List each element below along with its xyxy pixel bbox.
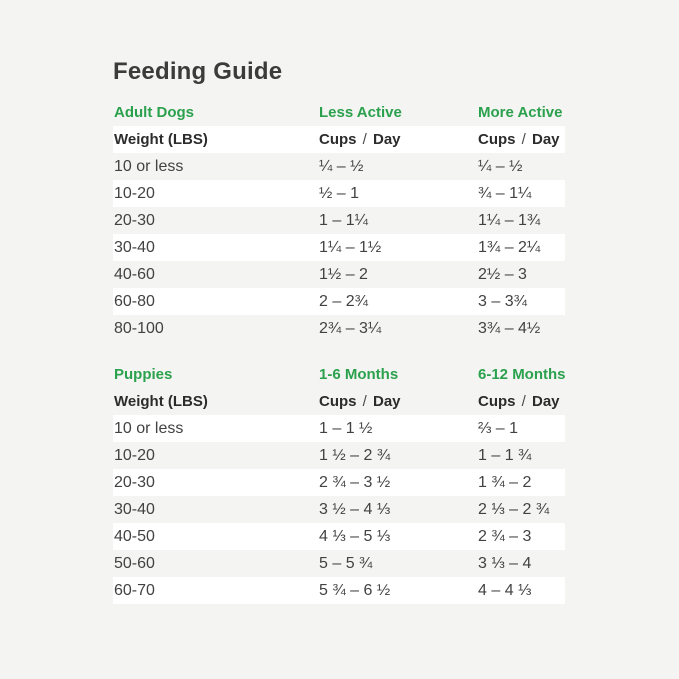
cups-per-day-cell: 1 ½ – 2 ¾	[319, 446, 391, 464]
header-cell: Weight (LBS)	[114, 393, 208, 410]
header-cell: Weight (LBS)	[114, 131, 208, 148]
weight-cell: 10 or less	[114, 419, 184, 437]
cups-per-day-cell: 1 – 1¼	[319, 211, 368, 229]
cups-per-day-cell: 2½ – 3	[478, 265, 527, 283]
section-header-row: Adult Dogs Less Active More Active	[113, 103, 565, 126]
cups-per-day-cell: 1 – 1 ½	[319, 419, 373, 437]
cups-per-day-cell: 3 ½ – 4 ⅓	[319, 500, 391, 518]
column-header-3: 6-12 Months	[478, 366, 566, 383]
weight-cell: 30-40	[114, 238, 155, 256]
cups-per-day-cell: ¾ – 1¼	[478, 184, 532, 202]
cups-per-day-cell: ½ – 1	[319, 184, 360, 202]
header-cell: Cups / Day	[478, 393, 560, 410]
weight-cell: 10-20	[114, 184, 155, 202]
weight-cell: 30-40	[114, 500, 155, 518]
weight-cell: 20-30	[114, 473, 155, 491]
cups-per-day-cell: 2 – 2¾	[319, 292, 368, 310]
header-cell: Cups / Day	[319, 131, 401, 148]
cups-per-day-cell: 4 ⅓ – 5 ⅓	[319, 527, 391, 545]
slash-separator: /	[362, 393, 367, 410]
cups-per-day-cell: ⅔ – 1	[478, 419, 519, 437]
table-header-row: Weight (LBS) Cups / Day Cups / Day	[113, 126, 565, 153]
weight-cell: 50-60	[114, 554, 155, 572]
weight-cell: 40-50	[114, 527, 155, 545]
header-cell: Cups / Day	[478, 131, 560, 148]
cups-per-day-cell: ¼ – ½	[319, 157, 364, 175]
cups-per-day-cell: 2 ¾ – 3	[478, 527, 532, 545]
slash-separator: /	[521, 131, 526, 148]
section-label: Adult Dogs	[114, 104, 194, 121]
cups-per-day-cell: 1 – 1 ¾	[478, 446, 532, 464]
table-row: 30-40 1¼ – 1½ 1¾ – 2¼	[113, 234, 565, 261]
slash-separator: /	[362, 131, 367, 148]
cups-per-day-cell: 1½ – 2	[319, 265, 368, 283]
weight-cell: 20-30	[114, 211, 155, 229]
weight-cell: 10-20	[114, 446, 155, 464]
header-cell: Cups / Day	[319, 393, 401, 410]
table-row: 20-30 2 ¾ – 3 ½ 1 ¾ – 2	[113, 469, 565, 496]
cups-per-day-cell: 1¾ – 2¼	[478, 238, 541, 256]
cups-per-day-cell: 2¾ – 3¼	[319, 319, 382, 337]
cups-per-day-cell: 4 – 4 ⅓	[478, 581, 532, 599]
weight-cell: 60-70	[114, 581, 155, 599]
weight-cell: 80-100	[114, 319, 164, 337]
table-row: 10-20 ½ – 1 ¾ – 1¼	[113, 180, 565, 207]
cups-per-day-cell: 1¼ – 1½	[319, 238, 382, 256]
cups-per-day-cell: 2 ¾ – 3 ½	[319, 473, 391, 491]
weight-cell: 40-60	[114, 265, 155, 283]
table-row: 60-80 2 – 2¾ 3 – 3¾	[113, 288, 565, 315]
column-header-2: 1-6 Months	[319, 366, 399, 383]
cups-per-day-cell: 2 ⅓ – 2 ¾	[478, 500, 550, 518]
cups-per-day-cell: 3 ⅓ – 4	[478, 554, 532, 572]
cups-per-day-cell: 1¼ – 1¾	[478, 211, 541, 229]
table-header-row: Weight (LBS) Cups / Day Cups / Day	[113, 388, 565, 415]
column-header-3: More Active	[478, 104, 563, 121]
table-row: 60-70 5 ¾ – 6 ½ 4 – 4 ⅓	[113, 577, 565, 604]
table-row: 20-30 1 – 1¼ 1¼ – 1¾	[113, 207, 565, 234]
column-header-2: Less Active	[319, 104, 402, 121]
table-row: 40-50 4 ⅓ – 5 ⅓ 2 ¾ – 3	[113, 523, 565, 550]
page-title: Feeding Guide	[113, 58, 283, 85]
table-row: 10 or less 1 – 1 ½ ⅔ – 1	[113, 415, 565, 442]
weight-cell: 60-80	[114, 292, 155, 310]
feeding-table: Adult Dogs Less Active More Active Weigh…	[113, 103, 565, 342]
cups-per-day-cell: ¼ – ½	[478, 157, 523, 175]
table-row: 40-60 1½ – 2 2½ – 3	[113, 261, 565, 288]
cups-per-day-cell: 5 – 5 ¾	[319, 554, 373, 572]
weight-cell: 10 or less	[114, 157, 184, 175]
table-row: 10 or less ¼ – ½ ¼ – ½	[113, 153, 565, 180]
table-row: 10-20 1 ½ – 2 ¾ 1 – 1 ¾	[113, 442, 565, 469]
cups-per-day-cell: 5 ¾ – 6 ½	[319, 581, 391, 599]
table-row: 80-100 2¾ – 3¼ 3¾ – 4½	[113, 315, 565, 342]
cups-per-day-cell: 1 ¾ – 2	[478, 473, 532, 491]
table-row: 50-60 5 – 5 ¾ 3 ⅓ – 4	[113, 550, 565, 577]
table-row: 30-40 3 ½ – 4 ⅓ 2 ⅓ – 2 ¾	[113, 496, 565, 523]
section-label: Puppies	[114, 366, 173, 383]
cups-per-day-cell: 3 – 3¾	[478, 292, 527, 310]
section-header-row: Puppies 1-6 Months 6-12 Months	[113, 365, 566, 388]
cups-per-day-cell: 3¾ – 4½	[478, 319, 541, 337]
slash-separator: /	[521, 393, 526, 410]
feeding-table: Puppies 1-6 Months 6-12 Months Weight (L…	[113, 365, 566, 604]
